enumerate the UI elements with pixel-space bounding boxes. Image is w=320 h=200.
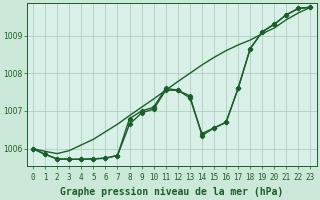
- X-axis label: Graphe pression niveau de la mer (hPa): Graphe pression niveau de la mer (hPa): [60, 186, 284, 197]
